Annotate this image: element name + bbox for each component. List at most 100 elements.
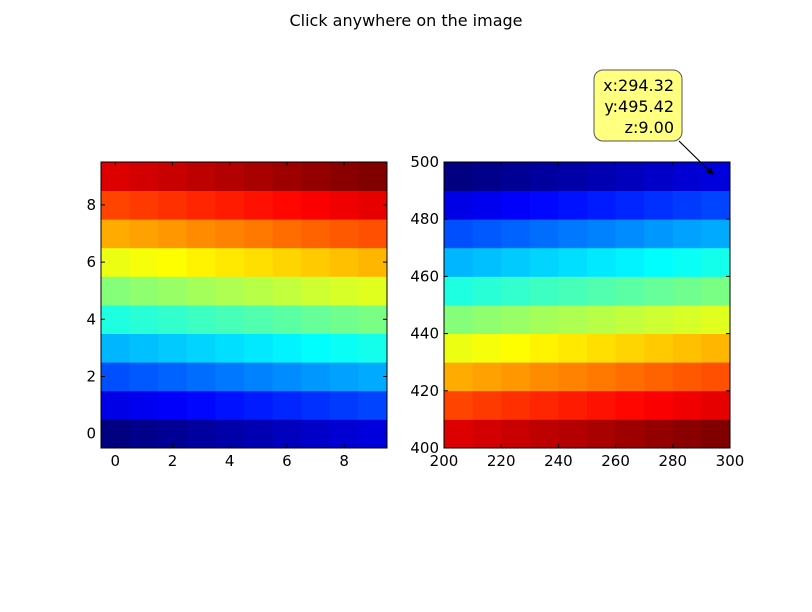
left-heatmap-cell[interactable] xyxy=(101,276,130,306)
right-heatmap-cell[interactable] xyxy=(672,190,702,220)
right-heatmap-cell[interactable] xyxy=(444,362,473,392)
left-heatmap-cell[interactable] xyxy=(186,305,216,334)
left-heatmap-cell[interactable] xyxy=(101,190,130,220)
left-heatmap-cell[interactable] xyxy=(272,247,302,277)
left-heatmap-cell[interactable] xyxy=(215,219,245,249)
left-heatmap-cell[interactable] xyxy=(301,333,331,363)
right-heatmap-cell[interactable] xyxy=(672,219,702,249)
left-heatmap-cell[interactable] xyxy=(272,333,302,363)
right-heatmap-cell[interactable] xyxy=(644,219,674,249)
right-heatmap-cell[interactable] xyxy=(672,390,702,420)
right-heatmap-cell[interactable] xyxy=(644,276,674,306)
right-heatmap-cell[interactable] xyxy=(615,333,645,363)
left-heatmap-cell[interactable] xyxy=(129,305,159,334)
right-heatmap-cell[interactable] xyxy=(587,305,616,334)
right-heatmap-cell[interactable] xyxy=(558,305,588,334)
right-heatmap-cell[interactable] xyxy=(529,247,559,277)
right-heatmap-cell[interactable] xyxy=(587,190,616,220)
right-heatmap-cell[interactable] xyxy=(615,247,645,277)
right-heatmap-cell[interactable] xyxy=(501,276,531,306)
right-heatmap-cell[interactable] xyxy=(529,390,559,420)
left-heatmap-cell[interactable] xyxy=(129,190,159,220)
left-heatmap-cell[interactable] xyxy=(244,419,273,449)
right-heatmap-cell[interactable] xyxy=(558,333,588,363)
left-heatmap-cell[interactable] xyxy=(358,333,388,363)
right-heatmap-cell[interactable] xyxy=(529,162,559,191)
right-heatmap-cell[interactable] xyxy=(529,333,559,363)
right-heatmap-cell[interactable] xyxy=(672,247,702,277)
left-heatmap-cell[interactable] xyxy=(101,333,130,363)
left-heatmap-cell[interactable] xyxy=(329,162,359,191)
right-heatmap-cell[interactable] xyxy=(444,162,473,191)
right-heatmap-cell[interactable] xyxy=(472,333,502,363)
left-heatmap-cell[interactable] xyxy=(129,247,159,277)
right-heatmap-cell[interactable] xyxy=(701,390,731,420)
left-heatmap-cell[interactable] xyxy=(186,247,216,277)
right-heatmap-cell[interactable] xyxy=(615,162,645,191)
left-heatmap-cell[interactable] xyxy=(329,333,359,363)
right-heatmap-cell[interactable] xyxy=(587,362,616,392)
right-heatmap-cell[interactable] xyxy=(701,333,731,363)
left-heatmap-cell[interactable] xyxy=(129,333,159,363)
right-heatmap-cell[interactable] xyxy=(615,390,645,420)
right-heatmap-cell[interactable] xyxy=(444,419,473,449)
right-heatmap-cell[interactable] xyxy=(472,390,502,420)
left-heatmap-cell[interactable] xyxy=(272,276,302,306)
left-heatmap-cell[interactable] xyxy=(301,390,331,420)
right-heatmap-cells[interactable] xyxy=(444,162,731,449)
left-heatmap-cell[interactable] xyxy=(244,362,273,392)
right-heatmap-cell[interactable] xyxy=(587,419,616,449)
right-heatmap-cell[interactable] xyxy=(587,247,616,277)
right-heatmap-cell[interactable] xyxy=(444,333,473,363)
left-heatmap-cell[interactable] xyxy=(358,219,388,249)
right-heatmap-cell[interactable] xyxy=(501,162,531,191)
left-heatmap-cell[interactable] xyxy=(158,419,188,449)
right-heatmap-cell[interactable] xyxy=(644,162,674,191)
left-heatmap-cell[interactable] xyxy=(244,305,273,334)
left-heatmap-cell[interactable] xyxy=(301,162,331,191)
left-heatmap-cell[interactable] xyxy=(186,276,216,306)
right-heatmap-cell[interactable] xyxy=(615,305,645,334)
right-heatmap[interactable]: 200 220 240 260 280 300 400 420 440 460 480 500 xyxy=(410,153,744,470)
left-heatmap-cell[interactable] xyxy=(158,276,188,306)
left-heatmap-cell[interactable] xyxy=(215,419,245,449)
right-heatmap-cell[interactable] xyxy=(529,190,559,220)
right-heatmap-cell[interactable] xyxy=(472,162,502,191)
left-heatmap-cell[interactable] xyxy=(158,247,188,277)
right-heatmap-cell[interactable] xyxy=(472,362,502,392)
right-heatmap-cell[interactable] xyxy=(501,333,531,363)
right-heatmap-cell[interactable] xyxy=(587,390,616,420)
left-heatmap-cell[interactable] xyxy=(158,333,188,363)
left-heatmap-cell[interactable] xyxy=(186,390,216,420)
left-heatmap-cell[interactable] xyxy=(158,190,188,220)
left-heatmap-cell[interactable] xyxy=(215,305,245,334)
left-heatmap-cell[interactable] xyxy=(358,162,388,191)
right-heatmap-cell[interactable] xyxy=(644,305,674,334)
right-heatmap-cell[interactable] xyxy=(615,190,645,220)
left-heatmap-cell[interactable] xyxy=(186,219,216,249)
right-heatmap-cell[interactable] xyxy=(672,162,702,191)
left-heatmap-cell[interactable] xyxy=(215,333,245,363)
left-heatmap-cell[interactable] xyxy=(186,190,216,220)
left-heatmap-cell[interactable] xyxy=(186,419,216,449)
left-heatmap-cell[interactable] xyxy=(158,219,188,249)
left-heatmap-cell[interactable] xyxy=(272,362,302,392)
left-heatmap-cell[interactable] xyxy=(129,362,159,392)
right-heatmap-cell[interactable] xyxy=(644,419,674,449)
left-heatmap-cell[interactable] xyxy=(272,219,302,249)
left-heatmap-cell[interactable] xyxy=(358,390,388,420)
right-heatmap-cell[interactable] xyxy=(501,247,531,277)
right-heatmap-cell[interactable] xyxy=(672,276,702,306)
left-heatmap-cell[interactable] xyxy=(358,419,388,449)
right-heatmap-cell[interactable] xyxy=(644,390,674,420)
left-heatmap-cell[interactable] xyxy=(215,362,245,392)
left-heatmap-cell[interactable] xyxy=(301,276,331,306)
right-heatmap-cell[interactable] xyxy=(501,190,531,220)
left-heatmap-cell[interactable] xyxy=(244,190,273,220)
left-heatmap-cell[interactable] xyxy=(215,162,245,191)
left-heatmap-cell[interactable] xyxy=(358,276,388,306)
left-heatmap-cell[interactable] xyxy=(301,247,331,277)
right-heatmap-cell[interactable] xyxy=(701,276,731,306)
right-heatmap-cell[interactable] xyxy=(501,362,531,392)
left-heatmap-cell[interactable] xyxy=(244,247,273,277)
